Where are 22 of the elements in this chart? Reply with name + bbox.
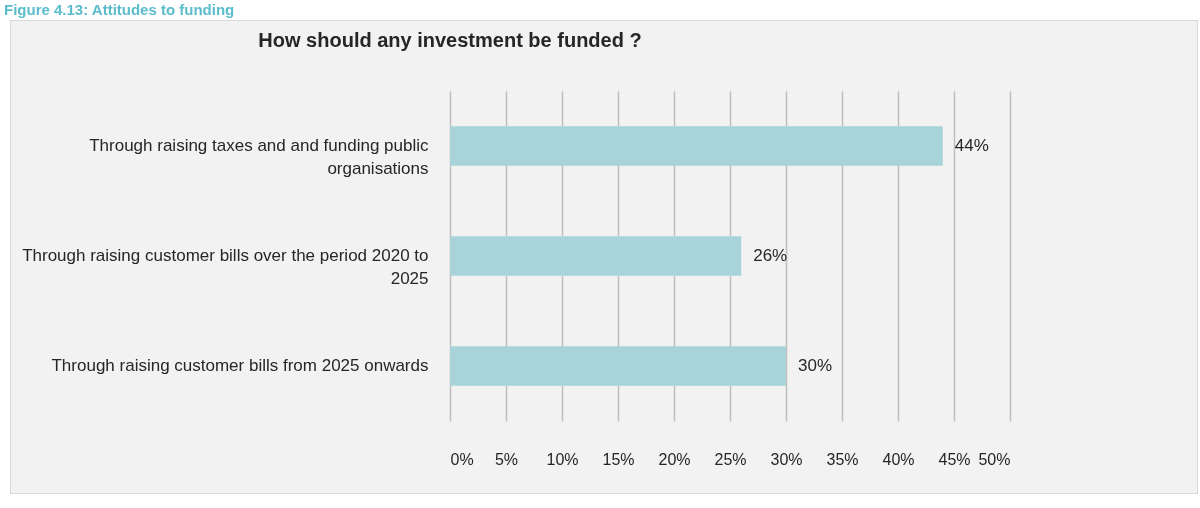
x-tick-label: 35%: [826, 450, 859, 468]
y-tick-label: Through raising customer bills from 2025 onwards: [51, 356, 429, 375]
y-tick-label: Through raising taxes and and funding public organisations: [89, 136, 429, 178]
x-tick-label: 0%: [450, 450, 474, 468]
x-tick-label: 20%: [658, 450, 691, 468]
x-tick-label: 10%: [546, 450, 579, 468]
data-label: 44%: [954, 136, 989, 155]
x-tick-label: 50%: [978, 450, 1011, 468]
caption: Figure 4.13: Attitudes to funding: [4, 0, 236, 20]
chart-title: How should any investment be funded ?: [258, 29, 642, 51]
x-tick-label: 15%: [602, 450, 635, 468]
x-tick-label: 25%: [714, 450, 747, 468]
data-label: 26%: [753, 246, 788, 265]
y-tick-label: Through raising customer bills over the period 2020 to 2025: [22, 246, 429, 288]
x-tick-label: 5%: [494, 450, 519, 468]
data-label: 30%: [798, 356, 833, 375]
x-tick-label: 45%: [938, 450, 971, 468]
x-tick-label: 30%: [770, 450, 803, 468]
x-tick-label: 40%: [882, 450, 915, 468]
bar: [450, 236, 742, 276]
bar: [450, 346, 786, 386]
bar: [450, 126, 943, 166]
